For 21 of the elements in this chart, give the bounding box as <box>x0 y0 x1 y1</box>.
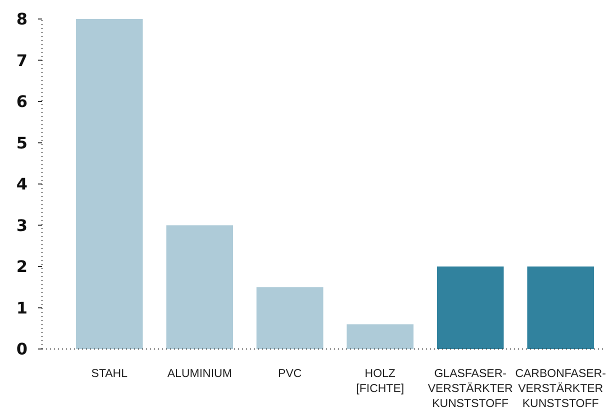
bar <box>346 324 414 349</box>
x-tick-label: PVC <box>278 368 302 380</box>
bar <box>256 287 324 349</box>
bar <box>166 225 234 349</box>
x-tick-label: ALUMINIUM <box>167 368 232 380</box>
bar <box>76 19 143 349</box>
bar <box>527 266 594 349</box>
y-tick-label: 1 <box>16 298 28 318</box>
y-tick-label: 0 <box>16 340 28 359</box>
y-tick-label: 5 <box>16 133 28 152</box>
y-tick-label: 3 <box>16 216 28 235</box>
x-tick-label: CARBONFASER- VERSTÄRKTER KUNSTSTOFF <box>515 368 606 409</box>
y-tick-label: 6 <box>16 92 28 112</box>
x-tick-label: HOLZ [FICHTE] <box>356 368 404 395</box>
y-tick-label: 8 <box>16 10 28 29</box>
y-tick-label: 7 <box>16 50 28 70</box>
y-tick-label: 2 <box>16 257 28 276</box>
bar <box>436 266 504 349</box>
x-tick-label: STAHL <box>91 368 128 380</box>
x-tick-label: GLASFASER- VERSTÄRKTER KUNSTSTOFF <box>428 368 513 409</box>
y-tick-label: 4 <box>16 174 28 194</box>
